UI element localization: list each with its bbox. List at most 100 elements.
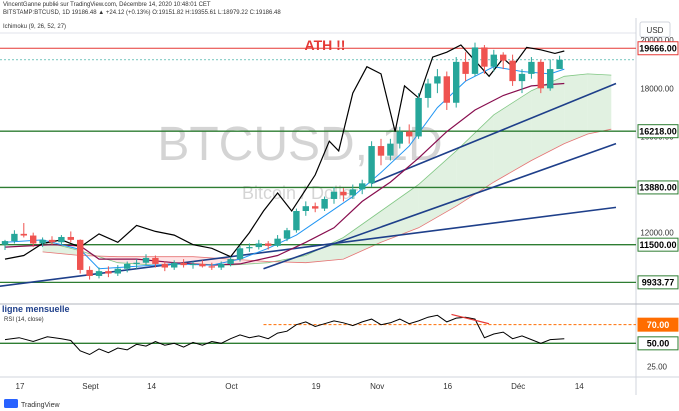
- candle-down: [462, 61, 469, 74]
- candle-up: [133, 262, 140, 264]
- candle-down: [443, 76, 450, 103]
- ichimoku-cloud-bullish-segment: [418, 150, 457, 228]
- level-price-tag: [637, 180, 679, 195]
- candle-up: [58, 236, 65, 243]
- candle-down: [77, 239, 84, 270]
- rsi-divergence-line: [451, 313, 490, 325]
- time-axis-tick: 16: [443, 382, 452, 391]
- overlay-price-line: [4, 44, 565, 260]
- time-axis-tick: 17: [16, 382, 25, 391]
- rsi-line: [4, 314, 565, 356]
- time-axis-tick: 19: [312, 382, 321, 391]
- candle-down: [86, 269, 93, 276]
- ichimoku-cloud-bullish-segment: [456, 114, 494, 207]
- candle-up: [142, 257, 150, 263]
- rsi-level-label: 70.00: [647, 320, 670, 330]
- level-price-tag: [637, 275, 679, 290]
- ichimoku-cloud-bullish-segment: [493, 90, 532, 183]
- candle-up: [490, 54, 497, 67]
- candle-down: [265, 243, 272, 246]
- candle-up: [189, 263, 197, 266]
- candle-down: [500, 54, 507, 61]
- candle-up: [471, 47, 479, 74]
- candle-up: [302, 206, 309, 211]
- candle-up: [171, 262, 178, 268]
- candle-up: [321, 198, 328, 209]
- rsi-axis-tick: 25.00: [647, 363, 668, 372]
- candle-down: [406, 131, 413, 137]
- currency-box[interactable]: [639, 21, 671, 38]
- candle-up: [415, 97, 422, 137]
- candle-up: [453, 61, 460, 103]
- level-price-label: 19666.00: [639, 44, 677, 54]
- ichimoku-cloud-bullish-segment: [587, 73, 612, 134]
- senkou-span-b: [42, 128, 612, 264]
- ichimoku-cloud-bullish-segment: [343, 211, 381, 260]
- candle-down: [67, 236, 74, 240]
- ichimoku-cloud-bullish-segment: [531, 76, 565, 161]
- level-price-label: 11500.00: [639, 240, 676, 250]
- candle-down: [105, 271, 112, 274]
- kijun-sen-line: [4, 82, 565, 266]
- currency-label: USD: [647, 26, 664, 35]
- trend-lower-line: [0, 206, 617, 288]
- candle-up: [396, 131, 403, 144]
- tenkan-sen-line: [4, 66, 565, 270]
- indicator-legend: Ichimoku (9, 26, 52, 27): [3, 24, 67, 30]
- level-price-label: 9933.77: [642, 278, 675, 288]
- watermark-symbol: BTCUSD, 1D: [157, 118, 442, 171]
- candle-down: [20, 233, 27, 236]
- header-author: VincentGanne publié sur TradingView.com,…: [3, 2, 211, 8]
- footer-brand: TradingView: [21, 402, 60, 409]
- candle-down: [152, 257, 159, 264]
- candle-up: [518, 73, 526, 82]
- time-axis-tick: Oct: [225, 382, 238, 391]
- candle-up: [246, 247, 253, 249]
- price-axis-tick: 18000.00: [640, 84, 674, 93]
- candle-up: [359, 183, 366, 190]
- candle-down: [161, 263, 168, 268]
- candle-down: [481, 47, 488, 67]
- candle-up: [528, 61, 535, 74]
- candle-up: [255, 243, 262, 248]
- rsi-title: RSI (14, close): [4, 317, 44, 323]
- level-price-label: 16218.00: [639, 126, 677, 136]
- candle-up: [274, 238, 281, 246]
- candle-down: [377, 146, 385, 156]
- time-axis-tick: Sept: [82, 382, 99, 391]
- time-axis-tick: 14: [147, 382, 156, 391]
- trend-upper-line: [371, 82, 617, 185]
- candle-down: [208, 266, 215, 268]
- level-price-tag: [637, 41, 679, 56]
- candle-down: [312, 206, 319, 209]
- candle-up: [387, 143, 394, 156]
- candle-up: [124, 263, 131, 269]
- level-price-label: 13880.00: [639, 183, 677, 193]
- tradingview-logo-icon: [4, 399, 18, 408]
- candle-down: [509, 60, 516, 82]
- level-price-tag: [637, 124, 679, 139]
- candle-up: [218, 263, 225, 268]
- ichimoku-cloud-bullish-segment: [564, 73, 588, 144]
- candle-up: [283, 230, 291, 239]
- candle-up: [227, 259, 234, 264]
- candle-up: [95, 271, 103, 276]
- candle-up: [424, 83, 432, 98]
- trend-mid-line: [263, 142, 617, 270]
- candle-down: [537, 61, 544, 89]
- candle-up: [39, 239, 46, 244]
- time-axis-tick: Nov: [370, 382, 384, 391]
- candle-up: [547, 69, 554, 89]
- rsi-level-tag: [637, 317, 679, 332]
- time-axis-tick: Déc: [511, 382, 525, 391]
- candle-up: [114, 268, 121, 274]
- ichimoku-cloud-bullish-segment: [381, 184, 419, 243]
- candle-up: [1, 241, 9, 245]
- candle-up: [293, 211, 300, 231]
- candle-up: [434, 76, 441, 84]
- candle-down: [199, 263, 206, 267]
- price-axis-tick: 12000.00: [640, 229, 674, 238]
- candle-up: [349, 189, 356, 196]
- candle-up: [330, 191, 338, 199]
